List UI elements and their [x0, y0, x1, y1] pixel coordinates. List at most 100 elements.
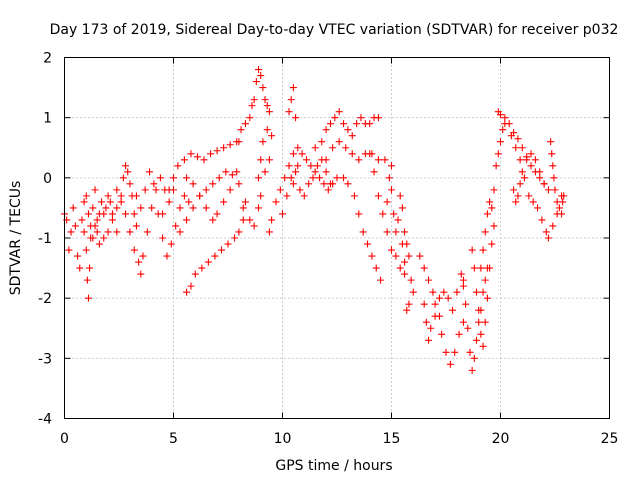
data-point	[385, 174, 393, 182]
data-point	[497, 111, 504, 119]
data-point	[527, 162, 535, 170]
data-point	[398, 204, 406, 212]
data-point	[470, 264, 478, 272]
data-point	[477, 330, 485, 338]
data-point	[425, 336, 433, 344]
data-point	[462, 300, 470, 308]
data-point	[189, 180, 197, 188]
data-point	[84, 210, 92, 218]
data-point	[146, 168, 154, 176]
data-point	[475, 306, 483, 314]
data-point	[283, 192, 291, 200]
data-point	[370, 168, 378, 176]
data-point	[374, 156, 382, 164]
data-point	[514, 135, 522, 143]
data-point	[122, 162, 130, 170]
data-point	[130, 210, 138, 218]
data-point	[265, 228, 273, 236]
data-point	[544, 234, 552, 242]
data-point	[196, 192, 204, 200]
data-point	[252, 78, 260, 86]
data-point	[479, 342, 487, 350]
y-tick-label: -2	[38, 291, 52, 307]
data-point	[237, 126, 245, 134]
x-axis-title: GPS time / hours	[275, 458, 392, 474]
data-point	[137, 204, 145, 212]
chart-title: Day 173 of 2019, Sidereal Day-to-day VTE…	[50, 22, 619, 38]
data-point	[126, 180, 134, 188]
data-point	[512, 144, 520, 152]
data-point	[198, 264, 206, 272]
data-point	[322, 156, 330, 164]
data-point	[257, 156, 265, 164]
data-point	[117, 192, 125, 200]
data-point	[390, 210, 398, 218]
data-point	[261, 96, 269, 104]
data-point	[340, 174, 348, 182]
data-point	[481, 276, 489, 284]
data-point	[185, 198, 193, 206]
data-point	[350, 192, 358, 200]
data-point	[78, 216, 86, 224]
series-arc1	[61, 192, 95, 272]
series-arc23	[459, 264, 491, 374]
data-point	[335, 138, 343, 146]
data-point	[538, 216, 546, 224]
data-point	[335, 108, 343, 116]
data-point	[89, 234, 97, 242]
data-point	[263, 102, 271, 110]
data-point	[69, 204, 77, 212]
data-point	[156, 174, 164, 182]
data-point	[235, 180, 243, 188]
data-point	[209, 180, 217, 188]
data-point	[176, 228, 184, 236]
data-point	[137, 270, 145, 278]
data-point	[559, 198, 567, 206]
data-point	[82, 246, 90, 254]
x-tick-label: 10	[274, 431, 292, 447]
data-point	[488, 204, 496, 212]
data-point	[344, 180, 352, 188]
data-point	[372, 264, 380, 272]
data-point	[516, 180, 524, 188]
data-point	[163, 252, 171, 260]
y-tick-label: 2	[43, 51, 52, 67]
data-point	[281, 174, 289, 182]
series-arc18	[366, 150, 409, 272]
data-point	[409, 288, 417, 296]
series-arc2	[80, 186, 121, 302]
data-point	[213, 210, 221, 218]
data-point	[398, 240, 406, 248]
data-point	[318, 138, 326, 146]
data-point	[119, 174, 127, 182]
data-point	[392, 252, 400, 260]
data-point	[401, 270, 409, 278]
data-point	[265, 108, 273, 116]
data-point	[407, 276, 415, 284]
series-arc25	[477, 120, 509, 272]
series-arc12	[265, 84, 302, 236]
data-point	[307, 162, 315, 170]
data-point	[540, 180, 548, 188]
data-point	[553, 210, 561, 218]
data-point	[268, 216, 276, 224]
data-point	[518, 168, 526, 176]
data-point	[241, 120, 249, 128]
data-point	[294, 144, 302, 152]
data-point	[311, 168, 319, 176]
data-point	[298, 150, 306, 158]
data-point	[211, 252, 219, 260]
data-point	[477, 264, 485, 272]
data-point	[250, 96, 258, 104]
data-point	[170, 174, 177, 182]
data-point	[388, 186, 395, 194]
data-point	[383, 198, 391, 206]
data-point	[342, 144, 350, 152]
data-point	[183, 174, 191, 182]
data-point	[180, 192, 188, 200]
data-point	[442, 348, 450, 356]
data-point	[551, 186, 559, 194]
data-point	[534, 204, 542, 212]
data-point	[165, 186, 173, 194]
